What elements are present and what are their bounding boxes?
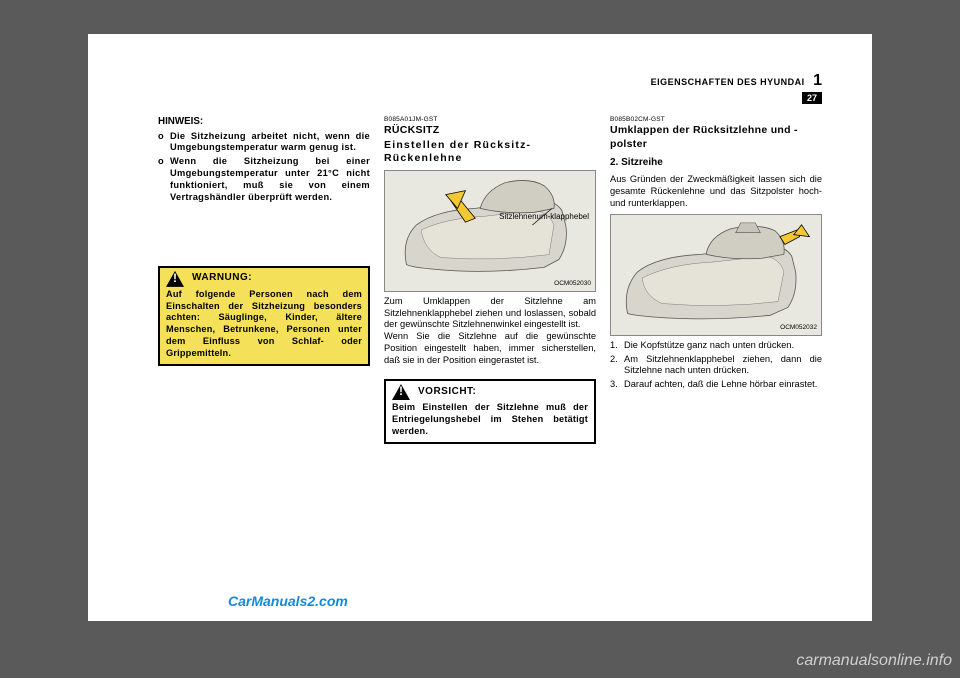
numbered-list: 1. Die Kopfstütze ganz nach unten drücke… xyxy=(610,340,822,392)
section-title: RÜCKSITZ xyxy=(384,124,596,137)
warning-header: ! WARNUNG: xyxy=(160,268,368,289)
body-paragraph: Zum Umklappen der Sitzlehne am Sitzlehne… xyxy=(384,296,596,332)
list-number: 1. xyxy=(610,340,624,352)
seat-fold-illustration-icon xyxy=(611,215,821,335)
notice-list: o Die Sitzheizung arbeitet nicht, wenn d… xyxy=(158,131,370,204)
notice-title: HINWEIS: xyxy=(158,116,370,129)
figure-code: OCM052030 xyxy=(554,280,591,288)
warning-triangle-icon: ! xyxy=(392,384,410,400)
figure-callout: Sitzlehnenum-klapphebel xyxy=(499,213,589,222)
page-number: 27 xyxy=(802,92,822,104)
list-item: 2. Am Sitzlehnenklapphebel ziehen, dann … xyxy=(610,354,822,378)
section-title: Umklappen der Rücksitzlehne und -polster xyxy=(610,124,822,151)
figure-code: OCM052032 xyxy=(780,324,817,332)
notice-text: Wenn die Sitzheizung bei einer Umgebungs… xyxy=(170,156,370,204)
list-item: 1. Die Kopfstütze ganz nach unten drücke… xyxy=(610,340,822,352)
column-2: B085A01JM-GST RÜCKSITZ Einstellen der Rü… xyxy=(384,116,596,591)
notice-text: Die Sitzheizung arbeitet nicht, wenn die… xyxy=(170,131,370,155)
bullet-icon: o xyxy=(158,156,170,204)
chapter-number: 1 xyxy=(813,72,822,89)
caution-header: ! VORSICHT: xyxy=(386,381,594,402)
caution-label: VORSICHT: xyxy=(418,386,476,399)
column-1: HINWEIS: o Die Sitzheizung arbeitet nich… xyxy=(158,116,370,591)
caution-body: Beim Einstellen der Sitzlehne muß der En… xyxy=(386,402,594,442)
site-watermark: carmanualsonline.info xyxy=(796,652,952,670)
figure-seat-fold: OCM052032 xyxy=(610,214,822,336)
section-subtitle: Einstellen der Rücksitz-Rückenlehne xyxy=(384,139,596,166)
watermark-link[interactable]: CarManuals2.com xyxy=(228,593,348,609)
subheading: 2. Sitzreihe xyxy=(610,157,822,170)
list-text: Die Kopfstütze ganz nach unten drücken. xyxy=(624,340,822,352)
list-item: 3. Darauf achten, daß die Lehne hörbar e… xyxy=(610,379,822,391)
page-header: EIGENSCHAFTEN DES HYUNDAI 1 xyxy=(651,72,822,90)
list-number: 2. xyxy=(610,354,624,378)
list-text: Am Sitzlehnenklapphebel ziehen, dann die… xyxy=(624,354,822,378)
bullet-icon: o xyxy=(158,131,170,155)
notice-item: o Die Sitzheizung arbeitet nicht, wenn d… xyxy=(158,131,370,155)
list-number: 3. xyxy=(610,379,624,391)
column-3: B085B02CM-GST Umklappen der Rücksitzlehn… xyxy=(610,116,822,591)
body-paragraph: Wenn Sie die Sitzlehne auf die gewünscht… xyxy=(384,331,596,367)
warning-box: ! WARNUNG: Auf folgende Personen nach de… xyxy=(158,266,370,367)
chapter-title: EIGENSCHAFTEN DES HYUNDAI xyxy=(651,77,805,87)
figure-seat-recline: Sitzlehnenum-klapphebel OCM052030 xyxy=(384,170,596,292)
section-code: B085B02CM-GST xyxy=(610,116,822,124)
notice-item: o Wenn die Sitzheizung bei einer Umgebun… xyxy=(158,156,370,204)
content-columns: HINWEIS: o Die Sitzheizung arbeitet nich… xyxy=(158,116,822,591)
caution-box: ! VORSICHT: Beim Einstellen der Sitzlehn… xyxy=(384,379,596,444)
page: EIGENSCHAFTEN DES HYUNDAI 1 27 HINWEIS: … xyxy=(88,34,872,621)
warning-triangle-icon: ! xyxy=(166,271,184,287)
list-text: Darauf achten, daß die Lehne hörbar einr… xyxy=(624,379,822,391)
seat-illustration-icon xyxy=(385,171,595,291)
warning-label: WARNUNG: xyxy=(192,272,252,285)
body-paragraph: Aus Gründen der Zweckmäßigkeit lassen si… xyxy=(610,174,822,210)
warning-body: Auf folgende Personen nach dem Einschalt… xyxy=(160,289,368,365)
